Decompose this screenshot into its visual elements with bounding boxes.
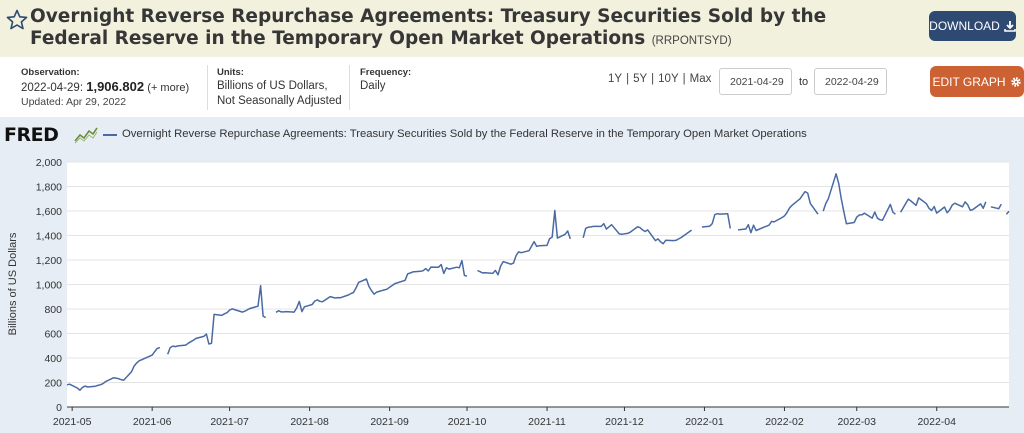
series-segment <box>990 203 1002 210</box>
range-5y[interactable]: 5Y <box>633 73 648 85</box>
x-tick-label: 2022-01 <box>685 416 724 428</box>
line-chart-mark-icon <box>74 127 98 144</box>
edit-graph-button[interactable]: EDIT GRAPH <box>930 66 1024 97</box>
y-tick-label: 1,000 <box>36 280 62 292</box>
range-separator: | <box>651 73 655 85</box>
x-tick-label: 2021-06 <box>133 416 172 428</box>
star-outline-icon[interactable] <box>5 8 29 32</box>
observation-label: Observation: <box>21 67 80 78</box>
series-line <box>66 173 1010 391</box>
frequency-label: Frequency: <box>360 67 412 78</box>
units-line: Billions of US Dollars, <box>217 80 328 92</box>
observation-line: 2022-04-29: 1,906.802 (+ more) <box>21 79 189 96</box>
x-tick-labels: 2021-05 2021-06 2021-07 2021-08 2021-09 2021-… <box>53 407 956 428</box>
x-tick-label: 2021-10 <box>448 416 487 428</box>
fred-logo[interactable]: FRED <box>4 124 59 146</box>
range-max[interactable]: Max <box>689 73 712 85</box>
updated-date: Updated: Apr 29, 2022 <box>21 96 127 108</box>
observation-date: 2022-04-29: <box>21 82 84 94</box>
x-tick-label: 2021-12 <box>605 416 644 428</box>
y-axis-label: Billions of US Dollars <box>7 232 19 335</box>
to-label: to <box>799 76 809 88</box>
legend-label: Overnight Reverse Repurchase Agreements:… <box>122 128 807 140</box>
observation-value: 1,906.802 <box>86 79 145 94</box>
download-arrow-icon <box>1004 21 1016 32</box>
y-tick-label: 600 <box>44 329 62 341</box>
y-tick-label: 0 <box>56 402 62 414</box>
range-separator: | <box>682 73 686 85</box>
y-tick-label: 1,200 <box>36 255 62 267</box>
series-segment <box>275 259 468 314</box>
page-title: Overnight Reverse Repurchase Agreements:… <box>30 6 910 52</box>
y-tick-label: 2,000 <box>36 157 62 169</box>
download-button-label: DOWNLOAD <box>929 19 1000 33</box>
series-segment <box>582 222 693 245</box>
units-label: Units: <box>217 67 244 78</box>
x-tick-label: 2021-05 <box>53 416 92 428</box>
series-id: (RRPONTSYD) <box>651 35 732 47</box>
units-line: Not Seasonally Adjusted <box>217 95 342 107</box>
range-10y[interactable]: 10Y <box>658 73 679 85</box>
series-segment <box>1005 210 1010 215</box>
range-1y[interactable]: 1Y <box>608 73 623 85</box>
series-segment <box>701 212 732 229</box>
end-date-input[interactable] <box>814 68 887 95</box>
title-bar <box>0 0 1024 57</box>
download-button[interactable]: DOWNLOAD <box>929 11 1016 41</box>
y-tick-label: 1,800 <box>36 182 62 194</box>
x-tick-label: 2021-07 <box>210 416 249 428</box>
start-date-input[interactable] <box>719 68 792 95</box>
series-segment <box>166 284 267 355</box>
page-title-text: Overnight Reverse Repurchase Agreements:… <box>30 6 827 49</box>
more-observations-link[interactable]: (+ more) <box>147 82 190 94</box>
units-value: Billions of US Dollars, Not Seasonally A… <box>217 79 342 109</box>
range-separator: | <box>626 73 630 85</box>
y-tick-label: 1,400 <box>36 231 62 243</box>
x-tick-label: 2022-03 <box>837 416 876 428</box>
y-tick-label: 400 <box>44 353 62 365</box>
x-tick-label: 2022-04 <box>917 416 956 428</box>
legend-swatch <box>103 134 117 136</box>
divider <box>207 65 208 110</box>
series-segment <box>899 197 987 214</box>
series-segment <box>822 173 896 225</box>
grid <box>67 161 1009 383</box>
gear-icon <box>1010 76 1021 87</box>
x-tick-label: 2021-08 <box>290 416 329 428</box>
x-tick-label: 2021-09 <box>370 416 409 428</box>
series-segment <box>477 209 572 276</box>
y-tick-label: 800 <box>44 304 62 316</box>
edit-graph-button-label: EDIT GRAPH <box>932 74 1006 89</box>
y-tick-labels: 0 200 400 600 800 1,000 1,200 1,400 1,600 1,800 2,… <box>36 157 62 414</box>
x-tick-label: 2021-11 <box>528 416 566 428</box>
range-selector: 1Y | 5Y | 10Y | Max <box>608 73 711 85</box>
x-tick-label: 2022-02 <box>765 416 804 428</box>
divider <box>349 65 350 110</box>
frequency-value: Daily <box>360 80 386 92</box>
y-tick-label: 200 <box>44 378 62 390</box>
series-segment <box>737 190 819 234</box>
y-tick-label: 1,600 <box>36 206 62 218</box>
series-segment <box>66 346 161 391</box>
